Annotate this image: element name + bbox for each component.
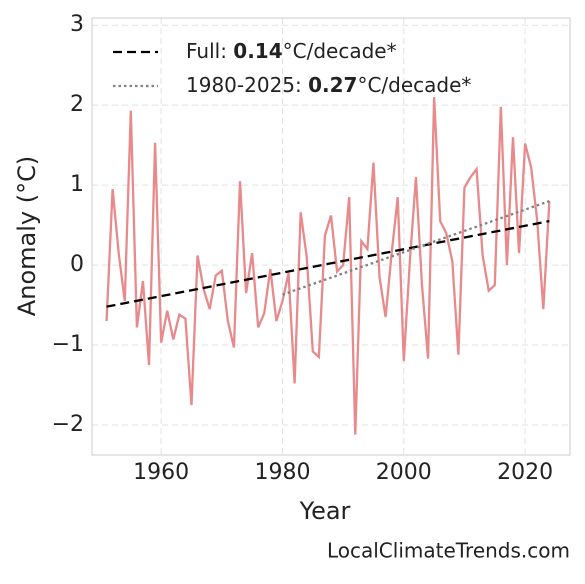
y-tick-label: 2 [70, 92, 84, 117]
y-tick-label: −2 [52, 412, 84, 437]
legend-label-part: °C/decade* [283, 39, 397, 63]
x-tick-label: 1960 [133, 460, 189, 485]
x-axis-label: Year [299, 497, 351, 525]
legend-label-part: 1980-2025: [186, 73, 308, 97]
y-tick-label: 1 [70, 172, 84, 197]
x-tick-label: 2000 [376, 460, 432, 485]
legend-label-part: 0.14 [233, 39, 282, 63]
plot-frame [91, 17, 571, 456]
y-tick-label: −1 [52, 332, 84, 357]
y-axis-label: Anomaly (°C) [13, 156, 41, 316]
legend-label-part: 0.27 [308, 73, 357, 97]
legend-label: Full: 0.14°C/decade* [186, 39, 397, 63]
source: LocalClimateTrends.com [327, 539, 570, 563]
x-tick-label: 1980 [254, 460, 310, 485]
legend-label-part: Full: [186, 39, 233, 63]
trend-line [106, 219, 550, 308]
y-tick-label: 3 [70, 12, 84, 37]
data-line [105, 97, 551, 435]
legend-label: 1980-2025: 0.27°C/decade* [186, 73, 471, 97]
legend-label-part: °C/decade* [357, 73, 471, 97]
x-tick-label: 2020 [497, 460, 553, 485]
y-tick-label: 0 [70, 252, 84, 277]
